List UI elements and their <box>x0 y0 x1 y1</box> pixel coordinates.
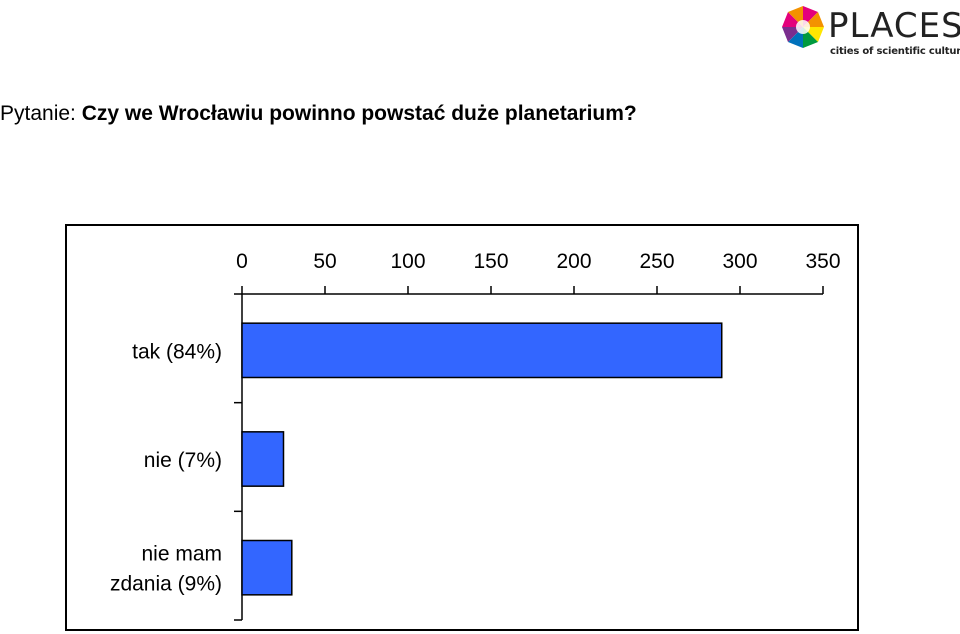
category-label: zdania (9%) <box>110 573 222 596</box>
question-label: Pytanie: <box>0 102 82 125</box>
bar <box>241 431 285 487</box>
places-logo-icon <box>782 6 824 48</box>
chart-labels: tak (84%) nie (7%) nie mam zdania (9%) <box>110 340 222 595</box>
category-label: tak (84%) <box>132 340 222 363</box>
question-text: Czy we Wrocławiu powinno powstać duże pl… <box>81 102 637 125</box>
places-logo: PLACES cities of scientific culture <box>780 4 960 62</box>
x-tick-label: 0 <box>236 250 248 273</box>
x-tick-label: 200 <box>556 250 591 273</box>
x-tick-label: 250 <box>639 250 674 273</box>
chart-frame <box>65 224 859 631</box>
question-heading: Pytanie: Czy we Wrocławiu powinno powsta… <box>0 100 637 128</box>
chart-axis: 0 50 100 150 200 250 300 350 <box>234 250 841 621</box>
bar <box>241 322 723 379</box>
x-tick-label: 300 <box>722 250 757 273</box>
x-tick-label: 100 <box>390 250 425 273</box>
x-tick-label: 50 <box>313 250 336 273</box>
logo-wordmark: PLACES <box>828 6 960 46</box>
chart-bars <box>241 322 723 596</box>
bar <box>241 539 293 596</box>
category-label: nie mam <box>141 543 222 566</box>
logo-tagline: cities of scientific culture <box>830 46 960 57</box>
x-tick-label: 350 <box>805 250 840 273</box>
x-tick-label: 150 <box>473 250 508 273</box>
category-label: nie (7%) <box>144 449 222 472</box>
